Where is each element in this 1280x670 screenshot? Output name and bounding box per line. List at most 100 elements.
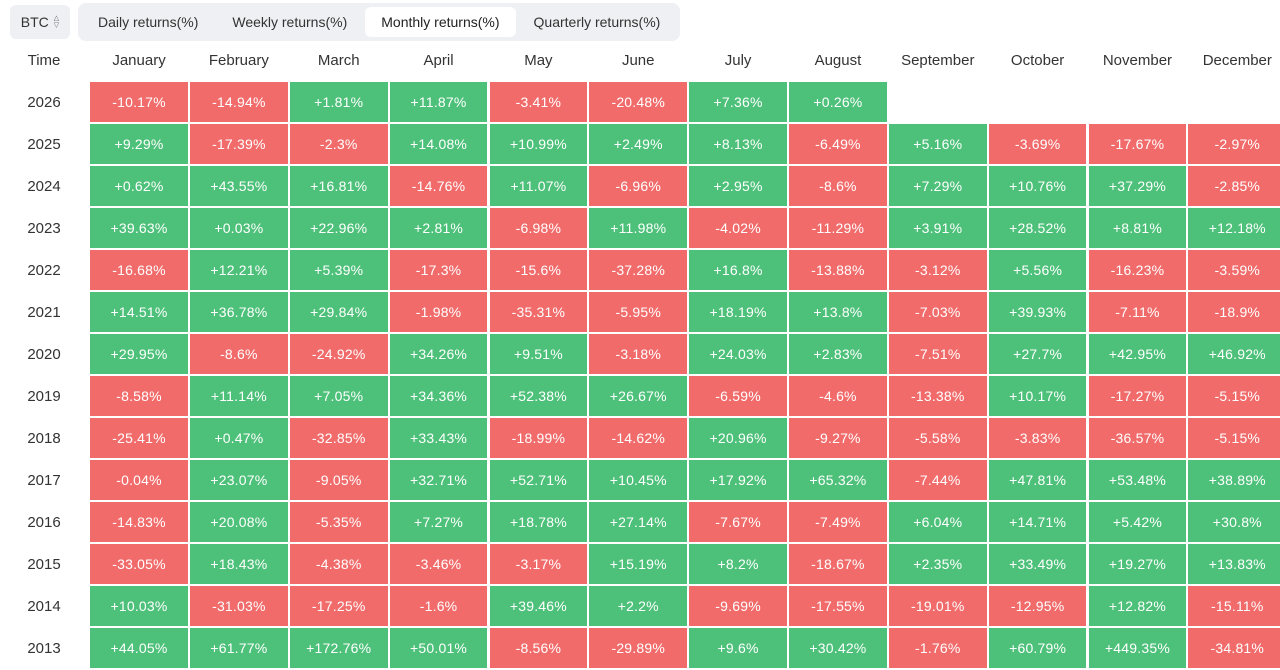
return-cell: -17.67% xyxy=(1088,124,1187,164)
return-cell: -8.56% xyxy=(489,628,588,668)
return-cell: -3.69% xyxy=(988,124,1087,164)
return-cell: -17.39% xyxy=(190,124,288,164)
row-year-label: 2017 xyxy=(27,471,61,489)
column-header-month: October xyxy=(1010,51,1065,69)
return-cell: +10.17% xyxy=(988,376,1087,416)
return-cell: +36.78% xyxy=(190,292,288,332)
column-header-month: February xyxy=(208,51,269,69)
return-cell: +20.96% xyxy=(689,418,787,458)
return-cell: -8.6% xyxy=(789,166,887,206)
return-cell: +7.29% xyxy=(888,166,987,206)
return-cell: -7.67% xyxy=(689,502,787,542)
row-year-label: 2026 xyxy=(27,93,61,111)
return-cell: -13.38% xyxy=(888,376,987,416)
column-header-month: July xyxy=(724,51,752,69)
return-cell: -36.57% xyxy=(1088,418,1187,458)
return-cell: -25.41% xyxy=(90,418,188,458)
column-header-month: June xyxy=(621,51,655,69)
return-cell: +16.8% xyxy=(689,250,787,290)
return-cell: -4.38% xyxy=(289,544,388,584)
column-header-month: September xyxy=(901,51,975,69)
return-cell: +60.79% xyxy=(988,628,1087,668)
return-cell: +2.95% xyxy=(689,166,787,206)
return-cell: -7.44% xyxy=(888,460,987,500)
return-cell: +18.19% xyxy=(689,292,787,332)
return-cell: -14.83% xyxy=(90,502,188,542)
return-cell: +13.83% xyxy=(1188,544,1280,584)
return-cell: +9.29% xyxy=(90,124,188,164)
return-cell: +30.8% xyxy=(1188,502,1280,542)
return-cell: +10.99% xyxy=(489,124,588,164)
empty-cell xyxy=(989,82,1087,122)
return-cell: -3.46% xyxy=(389,544,488,584)
return-cell: +39.63% xyxy=(90,208,188,248)
return-cell: +3.91% xyxy=(888,208,987,248)
return-cell: +47.81% xyxy=(988,460,1087,500)
return-cell: +23.07% xyxy=(190,460,288,500)
return-cell: -18.9% xyxy=(1188,292,1280,332)
return-cell: -37.28% xyxy=(589,250,688,290)
return-cell: -35.31% xyxy=(489,292,588,332)
return-cell: -5.58% xyxy=(888,418,987,458)
return-cell: +53.48% xyxy=(1088,460,1187,500)
tab-daily-returns[interactable]: Daily returns(%) xyxy=(98,14,199,30)
return-cell: +52.38% xyxy=(489,376,588,416)
return-cell: -3.83% xyxy=(988,418,1087,458)
row-year-label: 2022 xyxy=(27,261,61,279)
column-header-month: April xyxy=(423,51,454,69)
return-cell: +11.14% xyxy=(190,376,288,416)
return-cell: +39.93% xyxy=(988,292,1087,332)
return-cell: -17.55% xyxy=(789,586,887,626)
return-cell: +20.08% xyxy=(190,502,288,542)
empty-cell xyxy=(1089,82,1187,122)
return-cell: -5.15% xyxy=(1188,418,1280,458)
return-cell: -1.6% xyxy=(389,586,488,626)
return-cell: -6.98% xyxy=(489,208,588,248)
return-cell: -8.6% xyxy=(190,334,288,374)
column-header-month: January xyxy=(112,51,166,69)
row-year-label: 2025 xyxy=(27,135,61,153)
tab-weekly-returns[interactable]: Weekly returns(%) xyxy=(232,14,348,30)
return-cell: -2.85% xyxy=(1188,166,1280,206)
return-cell: +172.76% xyxy=(289,628,388,668)
tab-quarterly-returns[interactable]: Quarterly returns(%) xyxy=(533,14,661,30)
return-cell: -32.85% xyxy=(289,418,388,458)
return-cell: -9.05% xyxy=(289,460,388,500)
column-header-month: March xyxy=(317,51,360,69)
return-cell: +37.29% xyxy=(1088,166,1187,206)
column-header-month: December xyxy=(1202,51,1272,69)
return-cell: +8.13% xyxy=(689,124,787,164)
return-cell: -9.69% xyxy=(689,586,787,626)
return-cell: +2.2% xyxy=(589,586,688,626)
return-cell: -15.11% xyxy=(1188,586,1280,626)
row-year-label: 2019 xyxy=(27,387,61,405)
return-cell: +12.21% xyxy=(190,250,288,290)
return-cell: +33.49% xyxy=(988,544,1087,584)
return-cell: +1.81% xyxy=(289,82,388,122)
return-cell: -11.29% xyxy=(789,208,887,248)
return-cell: +15.19% xyxy=(589,544,688,584)
return-cell: +33.43% xyxy=(389,418,488,458)
return-cell: -12.95% xyxy=(988,586,1087,626)
return-cell: -10.17% xyxy=(90,82,188,122)
tab-monthly-returns[interactable]: Monthly returns(%) xyxy=(365,7,516,37)
return-cell: +26.67% xyxy=(589,376,688,416)
return-cell: +43.55% xyxy=(190,166,288,206)
return-cell: +39.46% xyxy=(489,586,588,626)
return-cell: +12.18% xyxy=(1188,208,1280,248)
empty-cell xyxy=(1188,82,1280,122)
return-cell: +14.51% xyxy=(90,292,188,332)
asset-select[interactable]: BTC △ ▽ xyxy=(10,5,70,39)
return-cell: +11.07% xyxy=(489,166,588,206)
return-cell: +7.27% xyxy=(389,502,488,542)
return-cell: -4.6% xyxy=(789,376,887,416)
column-header-time: Time xyxy=(27,51,61,69)
return-cell: +13.8% xyxy=(789,292,887,332)
return-cell: -6.59% xyxy=(689,376,787,416)
up-down-chevron-icon: △ ▽ xyxy=(53,15,60,29)
return-cell: -18.67% xyxy=(789,544,887,584)
return-cell: +2.81% xyxy=(389,208,488,248)
return-cell: -9.27% xyxy=(789,418,887,458)
return-cell: +7.36% xyxy=(689,82,787,122)
return-cell: +50.01% xyxy=(389,628,488,668)
